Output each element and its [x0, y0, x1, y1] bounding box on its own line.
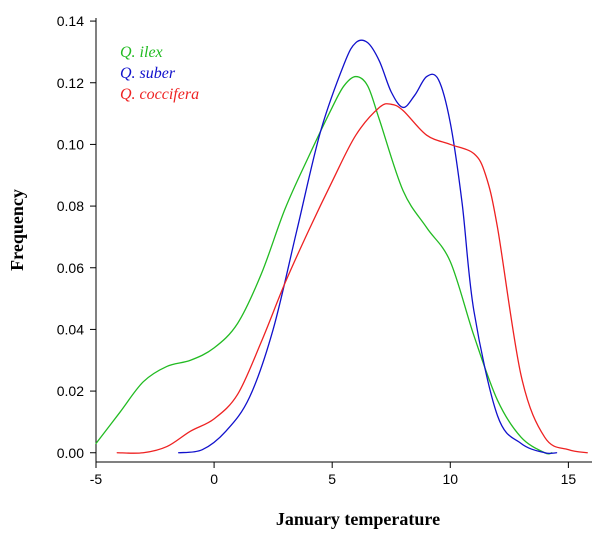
y-tick-label: 0.02	[57, 383, 84, 399]
series-layer	[95, 39, 588, 455]
plot-area: -5 0 5 10 15 0.00 0.02 0.04 0.06 0.08 0.10 0.12 0.1…	[57, 13, 592, 487]
y-tick-label: 0.08	[57, 198, 84, 214]
y-tick-label: 0.04	[57, 321, 84, 337]
legend-entry: Q. suber	[120, 65, 176, 82]
series-line-q-coccifera	[116, 103, 588, 454]
y-axis-title: Frequency	[7, 189, 27, 271]
y-tick-label: 0.10	[57, 136, 84, 152]
y-tick-label: 0.00	[57, 445, 84, 461]
legend: Q. ilex Q. suber Q. coccifera	[120, 44, 199, 103]
x-ticks: -5 0 5 10 15	[90, 462, 577, 487]
y-tick-label: 0.12	[57, 75, 84, 91]
x-axis-title: January temperature	[276, 509, 440, 529]
y-ticks: 0.00 0.02 0.04 0.06 0.08 0.10 0.12 0.14	[57, 13, 96, 461]
x-tick-label: 5	[328, 471, 336, 487]
series-line-q-ilex	[95, 75, 553, 455]
x-tick-label: 15	[561, 471, 577, 487]
x-tick-label: 10	[442, 471, 458, 487]
x-tick-label: -5	[90, 471, 103, 487]
y-tick-label: 0.14	[57, 13, 84, 29]
legend-entry: Q. coccifera	[120, 86, 199, 103]
legend-entry: Q. ilex	[120, 44, 163, 61]
x-tick-label: 0	[210, 471, 218, 487]
y-tick-label: 0.06	[57, 260, 84, 276]
series-line-q-suber	[178, 39, 558, 455]
